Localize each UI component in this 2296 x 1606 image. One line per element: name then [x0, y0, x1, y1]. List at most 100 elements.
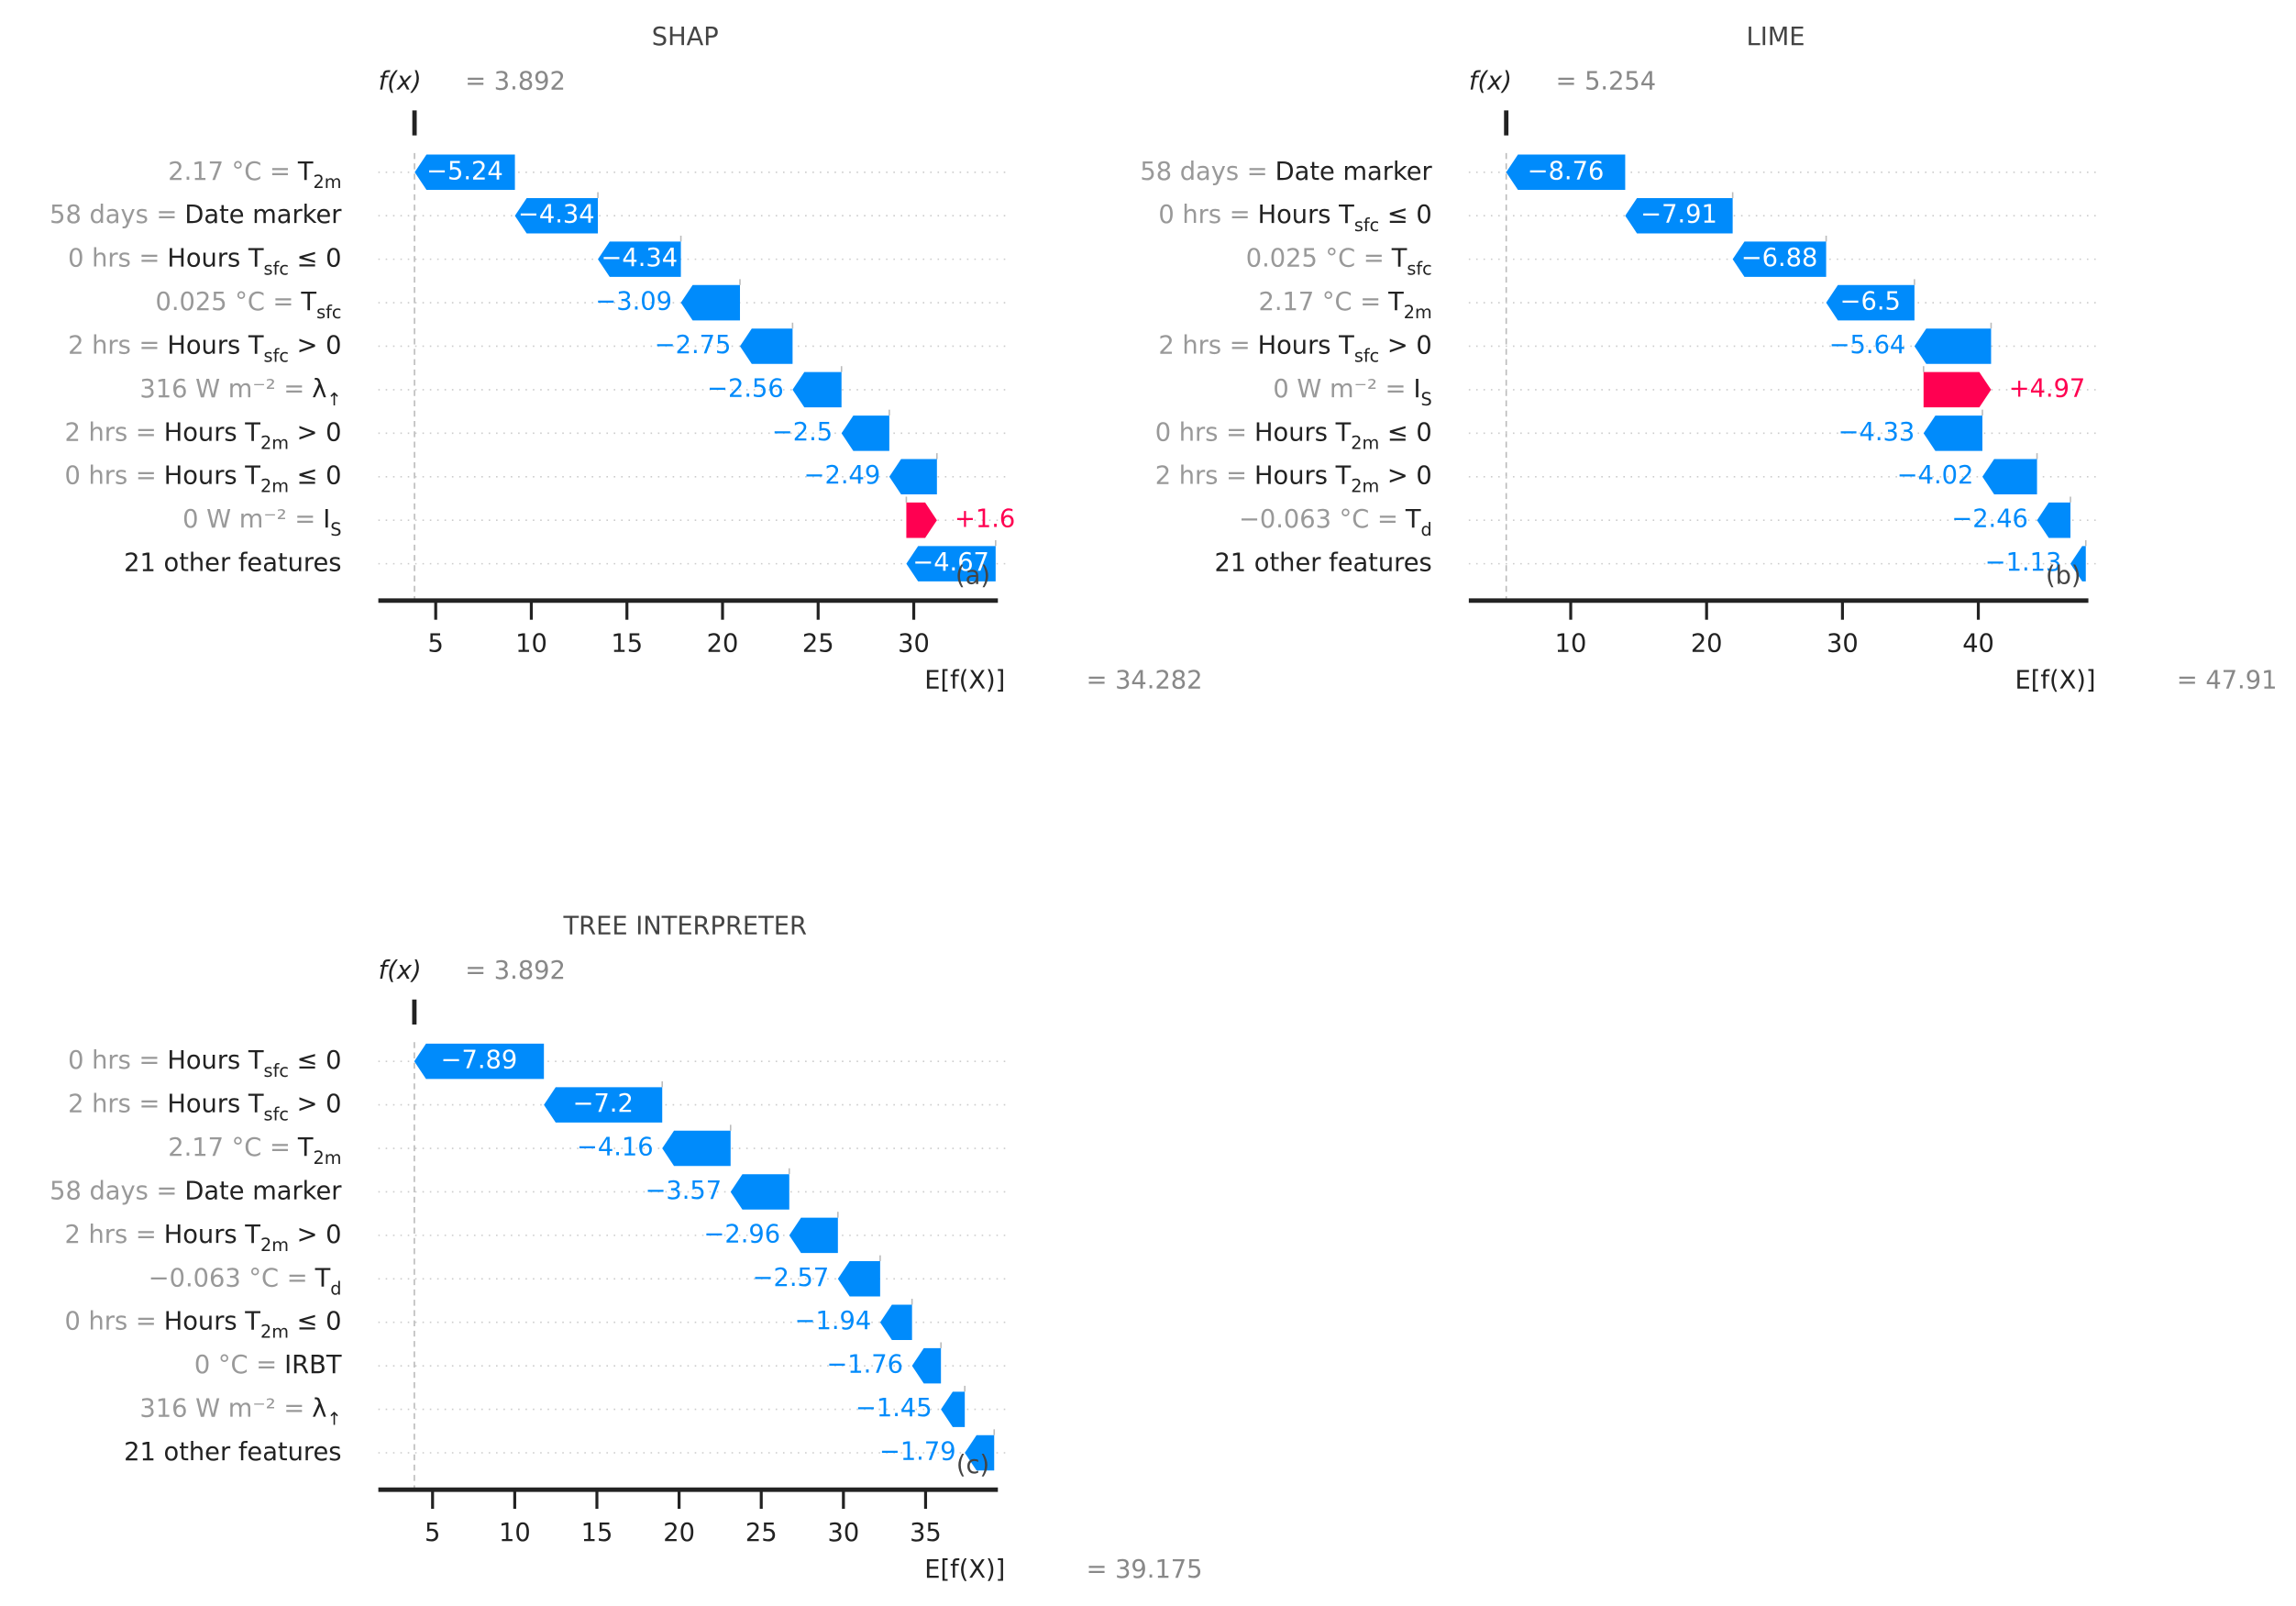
value-label: −3.57 — [646, 1177, 723, 1205]
feature-subscript: sfc — [264, 1060, 289, 1081]
value-label: −2.56 — [707, 374, 784, 403]
x-tick-label: 20 — [1691, 629, 1723, 658]
feature-subscript: sfc — [1354, 345, 1379, 366]
feature-name: Hours T — [164, 1307, 261, 1335]
value-label: −4.16 — [577, 1134, 654, 1162]
expected-label: E[f(X)] — [924, 667, 1005, 695]
feature-name: λ — [312, 374, 326, 403]
feature-label: 0 hrs = Hours Tsfc ≤ 0 — [68, 1047, 341, 1081]
feature-value: −0.063 °C = — [1239, 505, 1398, 534]
feature-label: 2.17 °C = T2m — [168, 1134, 341, 1169]
value-label: −2.57 — [753, 1264, 830, 1292]
feature-label: 2 hrs = Hours Tsfc > 0 — [68, 1090, 341, 1125]
feature-label: 0.025 °C = Tsfc — [1246, 244, 1432, 280]
contribution-bar — [730, 1174, 789, 1210]
x-tick-label: 10 — [515, 629, 547, 658]
feature-name: T — [315, 1264, 331, 1292]
feature-value: 2 hrs = — [68, 1090, 160, 1118]
feature-label: 0 W m⁻² = IS — [1273, 374, 1431, 410]
x-tick-label: 20 — [663, 1519, 695, 1547]
value-label: −6.5 — [1840, 288, 1901, 316]
feature-label: 2 hrs = Hours T2m > 0 — [64, 1220, 341, 1256]
feature-value: 0 hrs = — [68, 244, 160, 272]
panel-label: (a) — [955, 562, 990, 591]
feature-label: −0.063 °C = Td — [149, 1264, 342, 1300]
value-label: −2.5 — [772, 418, 833, 447]
feature-name: Date marker — [184, 1177, 342, 1205]
feature-subscript: ↑ — [326, 389, 341, 410]
value-label: −7.91 — [1640, 201, 1717, 229]
expected-label: E[f(X)] — [2015, 667, 2096, 695]
feature-name: 21 other features — [1214, 548, 1431, 577]
value-label: −2.49 — [804, 461, 881, 490]
feature-label: 0 hrs = Hours Tsfc ≤ 0 — [1158, 201, 1431, 236]
feature-name: Hours T — [1254, 418, 1352, 447]
contribution-bar — [2070, 546, 2086, 581]
contribution-bar — [1923, 371, 1992, 408]
contribution-bar — [1923, 415, 1982, 451]
contribution-bar — [879, 1304, 912, 1340]
feature-value: 0 W m⁻² = — [1273, 374, 1406, 403]
feature-name: ≤ 0 — [289, 461, 342, 490]
contribution-bar — [2037, 502, 2071, 538]
expected-label: E[f(X)] — [924, 1556, 1005, 1584]
value-label: −5.24 — [426, 157, 503, 185]
feature-name: ≤ 0 — [1379, 201, 1432, 229]
feature-label: 0 hrs = Hours Tsfc ≤ 0 — [68, 244, 341, 280]
feature-subscript: sfc — [264, 1104, 289, 1125]
contribution-bar — [889, 459, 937, 495]
feature-subscript: 2m — [1351, 432, 1379, 453]
feature-value: 2.17 °C = — [168, 157, 291, 185]
feature-name: I — [323, 505, 330, 534]
x-tick-label: 5 — [427, 629, 443, 658]
feature-subscript: sfc — [1354, 215, 1379, 236]
feature-label: 21 other features — [124, 548, 341, 577]
feature-label: 2 hrs = Hours Tsfc > 0 — [68, 331, 341, 367]
feature-value: 2.17 °C = — [1259, 288, 1382, 316]
feature-name: > 0 — [1379, 331, 1432, 360]
feature-label: 21 other features — [1214, 548, 1431, 577]
feature-value: 2 hrs = — [68, 331, 160, 360]
x-tick-label: 25 — [802, 629, 834, 658]
feature-name: Hours T — [167, 331, 264, 360]
feature-name: 21 other features — [124, 1438, 341, 1467]
feature-label: 316 W m⁻² = λ↑ — [139, 1394, 341, 1430]
feature-value: 58 days = — [50, 1177, 177, 1205]
value-label: −2.75 — [655, 331, 732, 360]
fx-label: f(x) — [379, 67, 422, 95]
contribution-bar — [740, 328, 793, 364]
x-tick-label: 10 — [499, 1519, 531, 1547]
feature-label: 2.17 °C = T2m — [168, 157, 341, 193]
feature-name: > 0 — [1379, 461, 1432, 490]
feature-subscript: 2m — [1351, 476, 1379, 497]
feature-subscript: 2m — [260, 432, 289, 453]
feature-name: ≤ 0 — [289, 244, 342, 272]
feature-name: > 0 — [289, 1090, 342, 1118]
feature-name: > 0 — [289, 331, 342, 360]
x-tick-label: 35 — [910, 1519, 942, 1547]
panel-title: LIME — [1747, 23, 1805, 51]
value-label: −8.76 — [1528, 157, 1605, 185]
fx-value: = 3.892 — [465, 67, 566, 95]
fx-value: = 3.892 — [465, 957, 566, 985]
feature-name: Hours T — [167, 1090, 264, 1118]
feature-subscript: S — [1421, 389, 1432, 410]
feature-name: T — [297, 1134, 314, 1162]
value-label: −4.67 — [912, 548, 989, 577]
value-label: −4.02 — [1897, 461, 1974, 490]
feature-value: 2.17 °C = — [168, 1134, 291, 1162]
feature-subscript: S — [330, 519, 341, 540]
x-tick-label: 20 — [707, 629, 739, 658]
feature-label: 2 hrs = Hours T2m > 0 — [64, 418, 341, 453]
feature-name: T — [297, 157, 314, 185]
value-label: −5.64 — [1829, 331, 1906, 360]
feature-subscript: d — [1421, 519, 1432, 540]
feature-label: 2.17 °C = T2m — [1259, 288, 1432, 324]
feature-subscript: 2m — [1404, 302, 1432, 323]
feature-subscript: sfc — [264, 345, 289, 366]
x-tick-label: 40 — [1962, 629, 1994, 658]
value-label: +1.6 — [955, 505, 1015, 534]
feature-value: 316 W m⁻² = — [139, 1394, 304, 1423]
feature-subscript: sfc — [264, 259, 289, 280]
panel-label: (b) — [2046, 562, 2081, 591]
